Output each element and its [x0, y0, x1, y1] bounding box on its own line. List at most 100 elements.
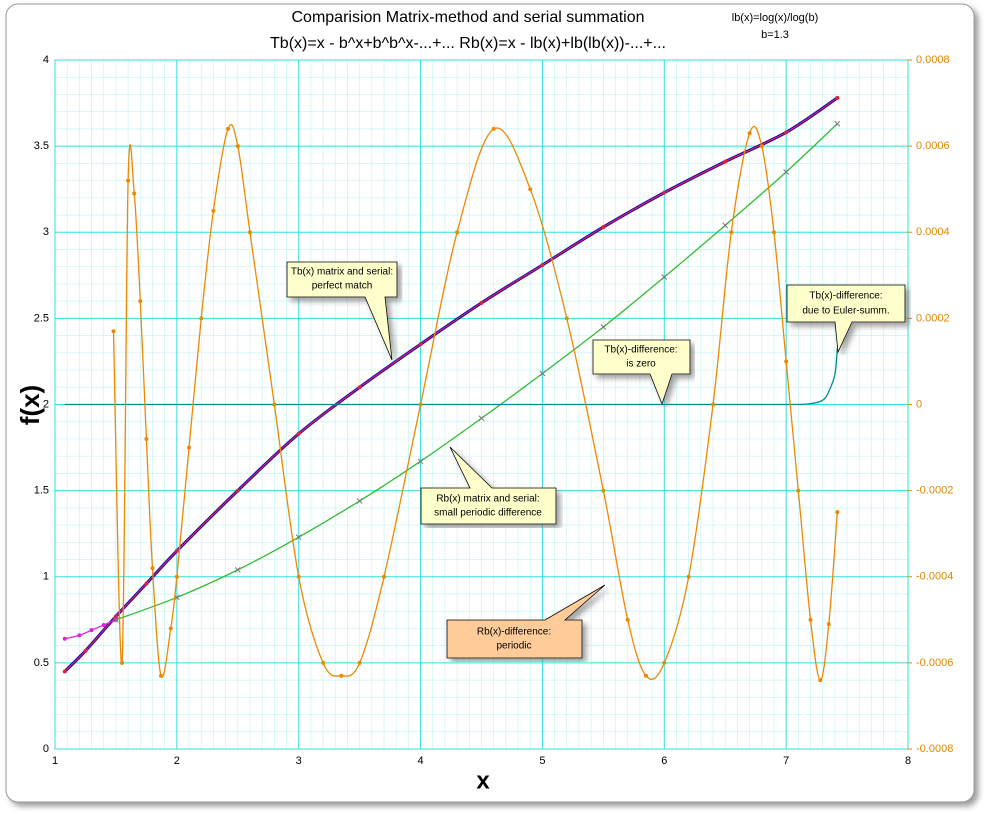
point — [113, 614, 118, 619]
point — [818, 678, 823, 683]
point — [101, 622, 106, 627]
point — [113, 616, 119, 623]
point — [296, 574, 301, 579]
point — [835, 510, 840, 515]
x-tick-label: 8 — [905, 755, 911, 767]
point — [382, 574, 387, 579]
y-tick-label: 1 — [43, 571, 49, 583]
point — [296, 431, 301, 436]
x-tick-label: 3 — [296, 755, 302, 767]
callout-text: is zero — [626, 359, 656, 370]
point — [662, 660, 667, 665]
callout: Rb(x)-difference: periodic — [446, 584, 606, 659]
callout-text: Tb(x) matrix and serial: — [291, 267, 393, 278]
point — [144, 581, 149, 586]
callout-text: small periodic difference — [434, 508, 542, 519]
point — [784, 359, 789, 364]
point — [235, 488, 240, 493]
chart-subtitle: Tb(x)=x - b^x+b^b^x-...+... Rb(x)=x - lb… — [270, 35, 666, 52]
y2-tick-label: 0.0008 — [916, 54, 950, 66]
point — [357, 660, 362, 665]
callout-box — [420, 446, 557, 525]
point — [187, 445, 192, 450]
callout-text: Tb(x)-difference: — [809, 291, 882, 302]
y-tick-label: 1.5 — [34, 485, 49, 497]
point — [339, 673, 344, 678]
y2-tick-label: -0.0006 — [916, 657, 953, 669]
point — [417, 458, 424, 465]
point — [686, 574, 691, 579]
point — [528, 187, 533, 192]
callout-text: due to Euler-summ. — [802, 306, 889, 317]
y-tick-label: 3.5 — [34, 140, 49, 152]
callout-text: Rb(x)-difference: — [477, 627, 551, 638]
point — [711, 402, 716, 407]
point — [234, 567, 241, 573]
point — [62, 669, 67, 674]
point — [539, 370, 546, 377]
y-axis-label: f(x) — [15, 385, 45, 425]
point — [478, 415, 485, 422]
point — [601, 488, 606, 493]
point — [722, 222, 729, 229]
y2-tick-label: 0.0004 — [916, 226, 950, 238]
callout-box — [592, 339, 691, 406]
point — [835, 95, 840, 100]
point — [83, 648, 88, 653]
point — [89, 628, 94, 633]
point — [168, 626, 173, 631]
callout: Tb(x) matrix and serial: perfect match — [286, 261, 398, 361]
y-tick-label: 0.5 — [34, 657, 49, 669]
point — [784, 130, 789, 135]
point — [357, 385, 362, 390]
point — [625, 617, 630, 622]
point — [771, 230, 776, 235]
y-tick-label: 2.5 — [34, 312, 49, 324]
point — [174, 574, 179, 579]
point — [120, 660, 125, 665]
callout-text: Rb(x) matrix and serial: — [436, 494, 539, 505]
point — [418, 342, 423, 347]
y2-tick-label: 0.0006 — [916, 140, 950, 152]
series-line — [64, 348, 838, 406]
point — [644, 673, 649, 678]
y-tick-label: 0 — [43, 743, 49, 755]
point — [62, 636, 67, 641]
point — [138, 299, 143, 304]
callout-box — [786, 284, 906, 354]
callout-text: Tb(x)-difference: — [604, 345, 677, 356]
y2-tick-label: 0.0002 — [916, 312, 950, 324]
point — [662, 190, 667, 195]
point — [418, 402, 423, 407]
y2-tick-label: -0.0008 — [916, 743, 953, 755]
point — [77, 633, 82, 638]
point — [126, 178, 131, 183]
point — [174, 548, 179, 553]
point — [826, 622, 831, 627]
point — [272, 402, 277, 407]
x-tick-label: 5 — [539, 755, 545, 767]
point — [111, 329, 116, 334]
y2-tick-label: -0.0004 — [916, 571, 953, 583]
callout-box — [446, 584, 606, 659]
x-tick-label: 7 — [783, 755, 789, 767]
point — [356, 498, 363, 504]
point — [808, 617, 813, 622]
callout: Tb(x)-difference: due to Euler-summ. — [786, 284, 906, 354]
note: b=1.3 — [761, 29, 789, 41]
series-line — [112, 123, 838, 681]
callout-text: perfect match — [312, 281, 373, 292]
y-tick-label: 4 — [43, 54, 49, 66]
plot — [62, 95, 841, 683]
point — [661, 274, 668, 280]
callout-box — [286, 261, 398, 361]
point — [747, 131, 752, 136]
point — [601, 225, 606, 230]
point — [132, 191, 137, 196]
point — [199, 316, 204, 321]
point — [783, 169, 789, 175]
x-axis-label: x — [476, 767, 490, 794]
point — [321, 660, 326, 665]
